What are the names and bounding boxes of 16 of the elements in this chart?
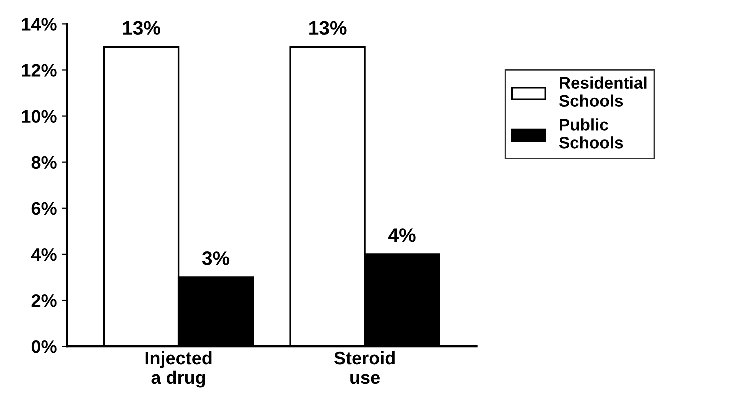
y-tick-label: 6% [32, 202, 57, 216]
legend-label: Residential Schools [559, 76, 647, 107]
y-tick-label: 2% [32, 294, 57, 308]
y-tick-label: 12% [22, 64, 57, 77]
data-label: 4% [388, 228, 416, 242]
data-label: 3% [202, 252, 230, 266]
x-tick-label: Steroid use [334, 351, 395, 384]
y-tick-label: 10% [22, 110, 57, 124]
y-tick-label: 0% [32, 340, 57, 354]
y-tick-label: 8% [32, 156, 57, 170]
data-label: 13% [310, 21, 347, 36]
data-label: 13% [123, 21, 160, 36]
y-tick-label: 4% [32, 248, 57, 262]
y-tick-label: 14% [22, 18, 57, 31]
x-tick-label: Injected a drug [146, 351, 212, 388]
legend-label: Public Schools [559, 118, 624, 149]
